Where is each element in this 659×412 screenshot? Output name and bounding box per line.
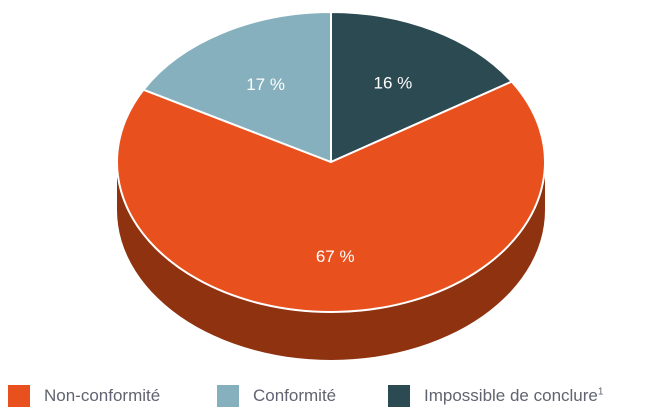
pie-side-non-conformit-	[117, 162, 545, 360]
chart-legend: Non-conformité Conformité Impossible de …	[0, 381, 659, 411]
pie-slice-non-conformit-	[116, 80, 546, 313]
legend-label-non-conformite: Non-conformité	[44, 386, 161, 405]
legend-label-conformite: Conformité	[253, 386, 337, 405]
legend-item-impossible-de-conclure: Impossible de conclure1	[388, 381, 603, 411]
legend-text-impossible-de-conclure: Impossible de conclure	[424, 386, 598, 405]
legend-label-impossible-de-conclure: Impossible de conclure1	[424, 386, 603, 406]
legend-item-conformite: Conformité	[217, 381, 336, 411]
legend-swatch-impossible-de-conclure	[388, 385, 410, 407]
pie-chart: 16 % 67 % 17 %	[116, 11, 546, 360]
legend-swatch-non-conformite	[8, 385, 30, 407]
pie-slice-impossible-de-conclure	[330, 11, 513, 163]
legend-swatch-conformite	[217, 385, 239, 407]
pie-slice-conformit-	[142, 11, 332, 163]
pie-label-conformit-: 17 %	[246, 75, 285, 94]
pie-label-non-conformit-: 67 %	[316, 247, 355, 266]
legend-item-non-conformite: Non-conformité	[8, 381, 160, 411]
pie-label-impossible-de-conclure: 16 %	[374, 74, 413, 93]
legend-footnote-marker: 1	[597, 386, 604, 398]
